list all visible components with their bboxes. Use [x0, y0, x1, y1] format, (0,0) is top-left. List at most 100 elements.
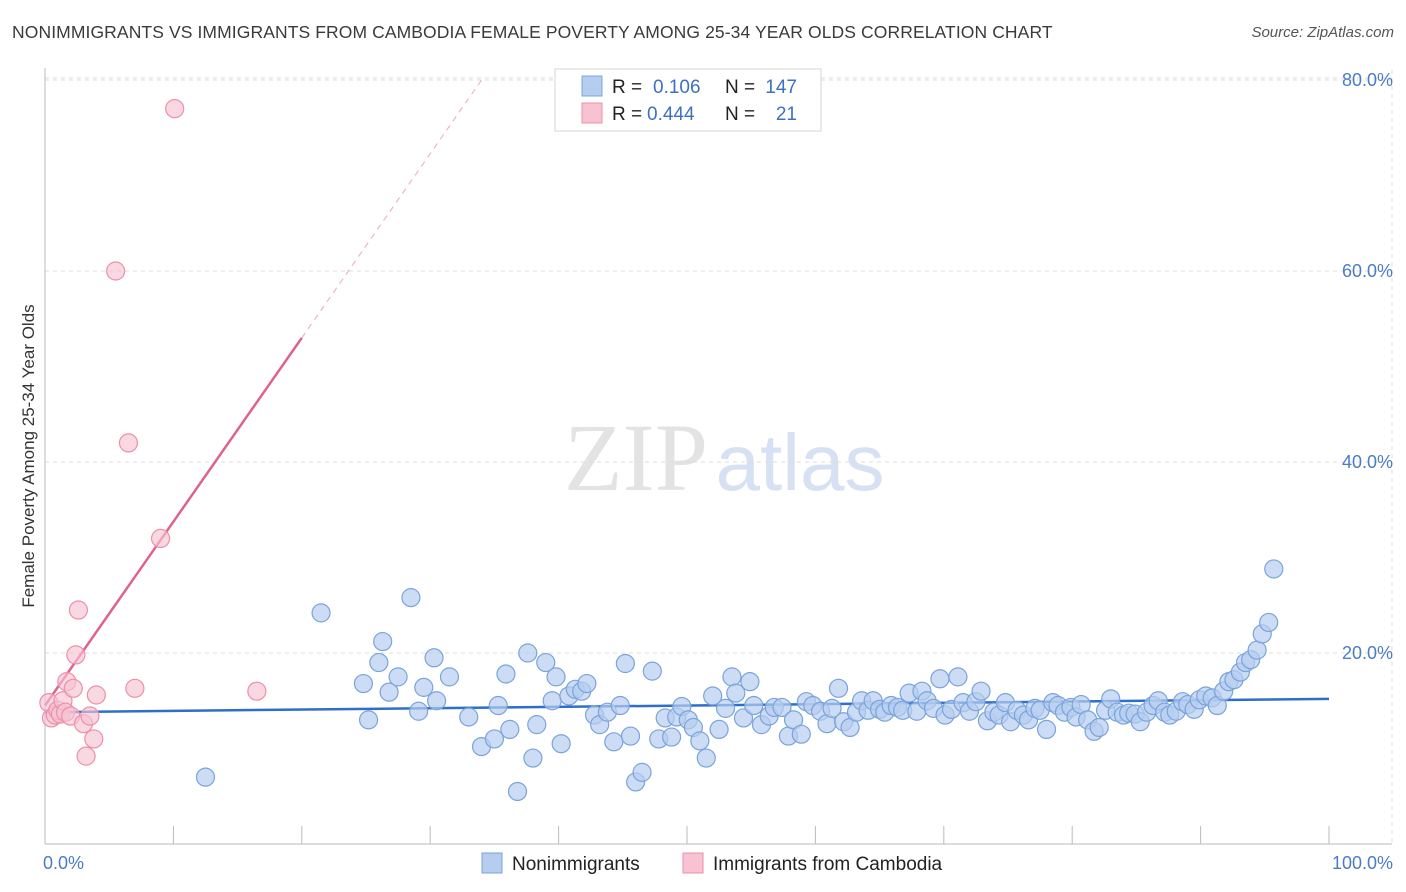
point-nonimmigrants — [401, 588, 421, 608]
point-nonimmigrants — [518, 643, 538, 663]
point-nonimmigrants — [542, 691, 562, 711]
point-nonimmigrants — [414, 677, 434, 697]
series-nonimmigrants — [195, 559, 1284, 802]
bottom-legend-label-1: Nonimmigrants — [512, 854, 640, 875]
point-immigrants-cambodia — [76, 746, 96, 766]
point-nonimmigrants — [459, 707, 479, 727]
series-immigrants-cambodia — [39, 99, 267, 766]
x-tick-label-min: 0.0% — [43, 853, 84, 873]
point-nonimmigrants — [791, 724, 811, 744]
point-nonimmigrants — [507, 781, 528, 802]
point-nonimmigrants — [311, 603, 331, 623]
point-nonimmigrants — [703, 686, 723, 706]
point-nonimmigrants — [733, 708, 754, 728]
y-tick-label: 60.0% — [1342, 261, 1393, 281]
point-nonimmigrants — [1089, 717, 1109, 738]
point-nonimmigrants — [388, 667, 408, 687]
point-nonimmigrants — [722, 667, 742, 687]
point-nonimmigrants — [546, 667, 566, 687]
point-nonimmigrants — [632, 762, 652, 782]
watermark-zip: ZIP — [564, 404, 708, 511]
legend-r-value-1: 0.106 — [653, 77, 701, 98]
source-label: Source: ZipAtlas.com — [1251, 24, 1394, 41]
trend-line-extension-dashed — [301, 79, 483, 339]
point-nonimmigrants — [1259, 612, 1279, 633]
point-nonimmigrants — [369, 652, 389, 673]
trend-line-immigrants-cambodia — [43, 337, 303, 707]
point-nonimmigrants — [373, 631, 393, 652]
point-nonimmigrants — [715, 698, 736, 718]
point-nonimmigrants — [536, 652, 556, 673]
point-nonimmigrants — [439, 667, 460, 687]
tick-labels: 20.0% 40.0% 60.0% 80.0% 0.0% 100.0% — [43, 70, 1393, 873]
y-tick-label: 40.0% — [1342, 452, 1393, 472]
point-nonimmigrants — [484, 729, 504, 749]
point-immigrants-cambodia — [118, 433, 139, 453]
legend-r-label-1: R = — [612, 77, 642, 98]
legend-swatch-pink — [581, 102, 603, 124]
series-legend: Nonimmigrants Immigrants from Cambodia — [481, 852, 943, 875]
point-nonimmigrants — [195, 767, 216, 787]
point-immigrants-cambodia — [125, 678, 145, 698]
point-immigrants-cambodia — [63, 678, 83, 698]
point-nonimmigrants — [772, 697, 792, 718]
point-nonimmigrants — [690, 731, 710, 751]
point-immigrants-cambodia — [106, 261, 126, 281]
point-nonimmigrants — [409, 701, 429, 721]
y-axis-title: Female Poverty Among 25-34 Year Olds — [19, 304, 38, 607]
stats-legend: R = 0.106 N = 147 R = 0.444 N = 21 — [554, 68, 822, 132]
y-tick-label: 80.0% — [1342, 70, 1393, 90]
point-nonimmigrants — [740, 672, 760, 692]
bottom-legend-label-2: Immigrants from Cambodia — [713, 854, 943, 875]
point-immigrants-cambodia — [165, 99, 185, 119]
point-immigrants-cambodia — [150, 528, 171, 549]
legend-n-label-1: N = — [725, 77, 755, 98]
point-nonimmigrants — [500, 719, 520, 740]
point-nonimmigrants — [379, 682, 399, 702]
point-nonimmigrants — [551, 734, 571, 754]
legend-n-value-2: 21 — [776, 104, 797, 125]
point-nonimmigrants — [353, 673, 374, 694]
legend-r-label-2: R = — [612, 104, 642, 125]
point-immigrants-cambodia — [84, 729, 104, 749]
point-nonimmigrants — [1036, 719, 1057, 740]
point-nonimmigrants — [709, 719, 729, 740]
y-tick-label: 20.0% — [1342, 643, 1393, 663]
legend-n-value-1: 147 — [765, 77, 797, 98]
legend-n-label-2: N = — [725, 104, 755, 125]
point-nonimmigrants — [496, 664, 516, 684]
bottom-legend-swatch-pink — [682, 852, 704, 874]
trend-lines — [43, 79, 1330, 714]
point-immigrants-cambodia — [247, 681, 267, 701]
point-immigrants-cambodia — [68, 600, 88, 620]
point-nonimmigrants — [726, 683, 746, 703]
bottom-legend-swatch-blue — [481, 852, 503, 874]
point-nonimmigrants — [930, 669, 950, 689]
point-nonimmigrants — [620, 726, 641, 746]
point-nonimmigrants — [523, 748, 543, 768]
x-tick-label-max: 100.0% — [1332, 853, 1393, 873]
point-nonimmigrants — [948, 667, 968, 687]
point-nonimmigrants — [610, 695, 630, 716]
legend-r-value-2: 0.444 — [647, 104, 695, 125]
point-nonimmigrants — [427, 691, 447, 711]
point-nonimmigrants — [577, 673, 597, 694]
point-nonimmigrants — [642, 661, 662, 681]
point-nonimmigrants — [527, 715, 547, 735]
point-nonimmigrants — [488, 695, 508, 716]
point-nonimmigrants — [358, 710, 379, 730]
point-nonimmigrants — [822, 698, 842, 718]
point-nonimmigrants — [696, 748, 716, 768]
point-nonimmigrants — [971, 681, 991, 701]
point-nonimmigrants — [661, 727, 682, 747]
point-nonimmigrants — [604, 732, 624, 752]
point-immigrants-cambodia — [66, 645, 86, 665]
chart-title: NONIMMIGRANTS VS IMMIGRANTS FROM CAMBODI… — [12, 22, 1053, 42]
point-nonimmigrants — [1247, 640, 1267, 660]
legend-swatch-blue — [581, 75, 603, 97]
point-nonimmigrants — [615, 653, 635, 674]
point-nonimmigrants — [424, 648, 444, 668]
point-nonimmigrants — [1264, 559, 1284, 579]
point-immigrants-cambodia — [86, 685, 106, 705]
